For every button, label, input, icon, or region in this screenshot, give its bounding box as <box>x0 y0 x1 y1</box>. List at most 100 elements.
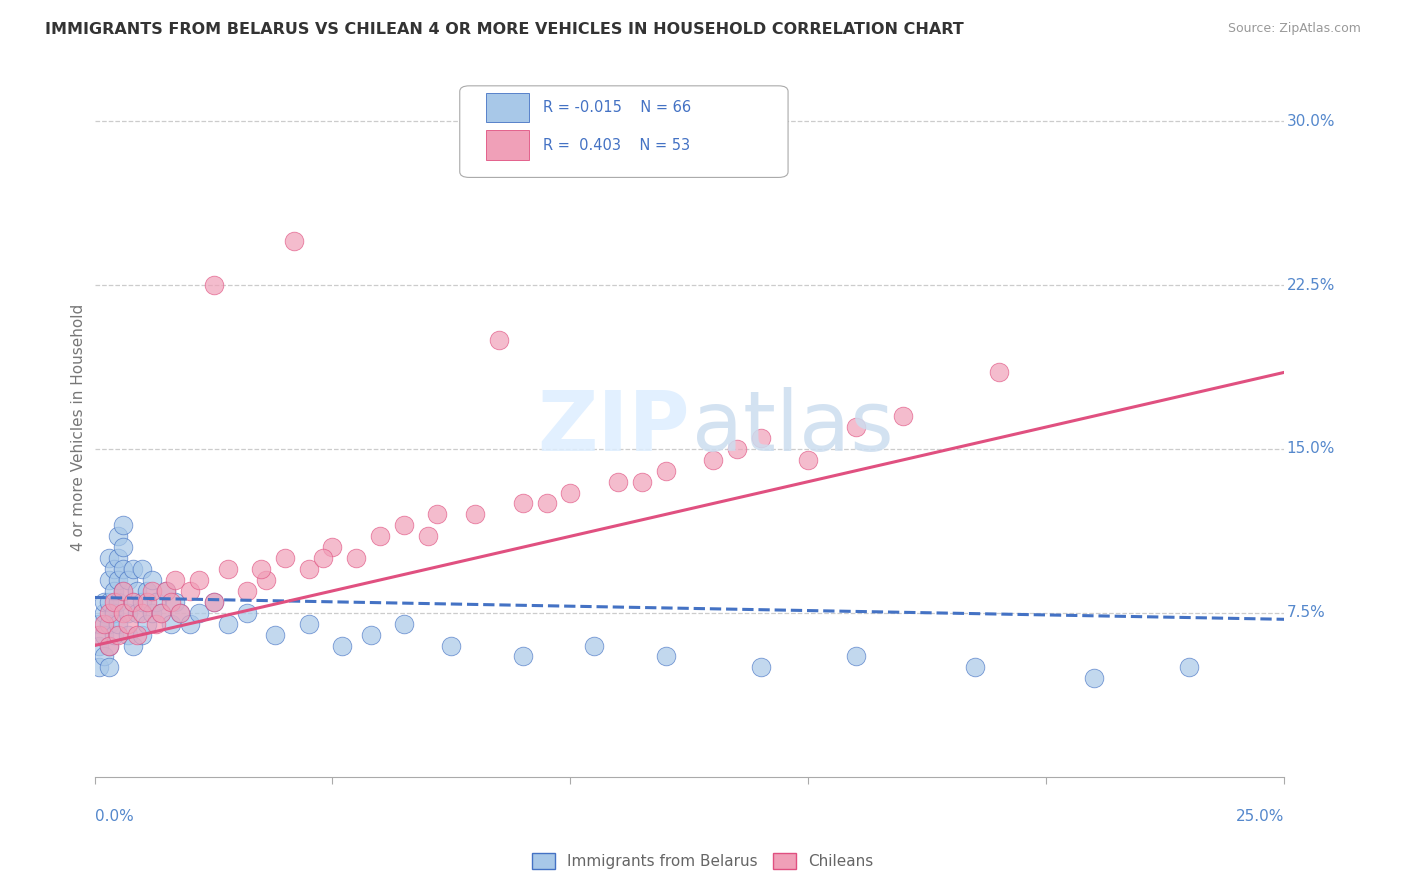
Point <box>97 595 120 609</box>
Text: 0.0%: 0.0% <box>94 809 134 823</box>
Point <box>117 616 139 631</box>
Point <box>117 606 139 620</box>
Point <box>112 562 135 576</box>
Point <box>89 627 111 641</box>
Point <box>845 420 868 434</box>
Point <box>217 616 239 631</box>
Text: IMMIGRANTS FROM BELARUS VS CHILEAN 4 OR MORE VEHICLES IN HOUSEHOLD CORRELATION C: IMMIGRANTS FROM BELARUS VS CHILEAN 4 OR … <box>45 22 963 37</box>
Text: atlas: atlas <box>692 386 893 467</box>
Point <box>107 551 129 566</box>
Point <box>103 627 125 641</box>
Point <box>145 595 167 609</box>
Point <box>131 595 153 609</box>
Text: 15.0%: 15.0% <box>1286 442 1334 457</box>
Point <box>654 464 676 478</box>
Text: R = -0.015    N = 66: R = -0.015 N = 66 <box>543 100 692 115</box>
Point <box>169 606 191 620</box>
Point <box>112 583 135 598</box>
Point <box>1178 660 1201 674</box>
Point <box>150 606 173 620</box>
Point <box>89 639 111 653</box>
Point <box>330 639 353 653</box>
Point <box>179 616 201 631</box>
Point <box>93 649 115 664</box>
Point <box>426 508 449 522</box>
Point <box>165 573 187 587</box>
Point <box>135 595 157 609</box>
Point <box>963 660 986 674</box>
Point <box>312 551 335 566</box>
Legend: Immigrants from Belarus, Chileans: Immigrants from Belarus, Chileans <box>526 847 880 875</box>
Point <box>416 529 439 543</box>
Point <box>749 431 772 445</box>
Point <box>630 475 652 489</box>
Point <box>236 583 259 598</box>
Point <box>93 616 115 631</box>
Point <box>107 595 129 609</box>
Point <box>117 627 139 641</box>
Y-axis label: 4 or more Vehicles in Household: 4 or more Vehicles in Household <box>72 303 86 550</box>
Point <box>169 606 191 620</box>
Point <box>488 333 510 347</box>
Point <box>141 583 163 598</box>
Point <box>131 562 153 576</box>
Point <box>583 639 606 653</box>
Point <box>93 627 115 641</box>
Point <box>112 518 135 533</box>
Point <box>512 649 534 664</box>
Point <box>392 616 415 631</box>
Point <box>179 583 201 598</box>
Point <box>93 606 115 620</box>
Point <box>560 485 582 500</box>
Point <box>117 573 139 587</box>
FancyBboxPatch shape <box>486 130 529 160</box>
Point <box>159 595 181 609</box>
Point <box>107 616 129 631</box>
Point <box>131 627 153 641</box>
Point <box>121 595 143 609</box>
Point <box>155 583 177 598</box>
Point <box>107 573 129 587</box>
Point <box>155 583 177 598</box>
Point <box>165 595 187 609</box>
Point <box>107 529 129 543</box>
Point <box>89 660 111 674</box>
Point <box>217 562 239 576</box>
Point <box>103 606 125 620</box>
Point <box>392 518 415 533</box>
Text: Source: ZipAtlas.com: Source: ZipAtlas.com <box>1227 22 1361 36</box>
Point <box>202 278 225 293</box>
Point <box>188 573 211 587</box>
Point <box>97 639 120 653</box>
Point <box>103 595 125 609</box>
Point <box>254 573 277 587</box>
Point <box>202 595 225 609</box>
Point <box>236 606 259 620</box>
Point <box>159 616 181 631</box>
Point <box>440 639 463 653</box>
Point <box>845 649 868 664</box>
Point <box>987 365 1010 379</box>
Point <box>250 562 273 576</box>
Point <box>321 540 343 554</box>
Point <box>97 616 120 631</box>
Point <box>298 616 321 631</box>
Point <box>107 627 129 641</box>
Point <box>121 595 143 609</box>
FancyBboxPatch shape <box>460 86 787 178</box>
Text: 7.5%: 7.5% <box>1286 606 1326 620</box>
Point <box>264 627 287 641</box>
Point <box>797 452 820 467</box>
Point <box>654 649 676 664</box>
Point <box>141 573 163 587</box>
Point <box>749 660 772 674</box>
Point <box>702 452 724 467</box>
Point <box>202 595 225 609</box>
Point <box>103 562 125 576</box>
Point <box>141 606 163 620</box>
Point <box>89 616 111 631</box>
Point <box>536 496 558 510</box>
Point <box>274 551 297 566</box>
Point <box>131 606 153 620</box>
Point <box>97 660 120 674</box>
